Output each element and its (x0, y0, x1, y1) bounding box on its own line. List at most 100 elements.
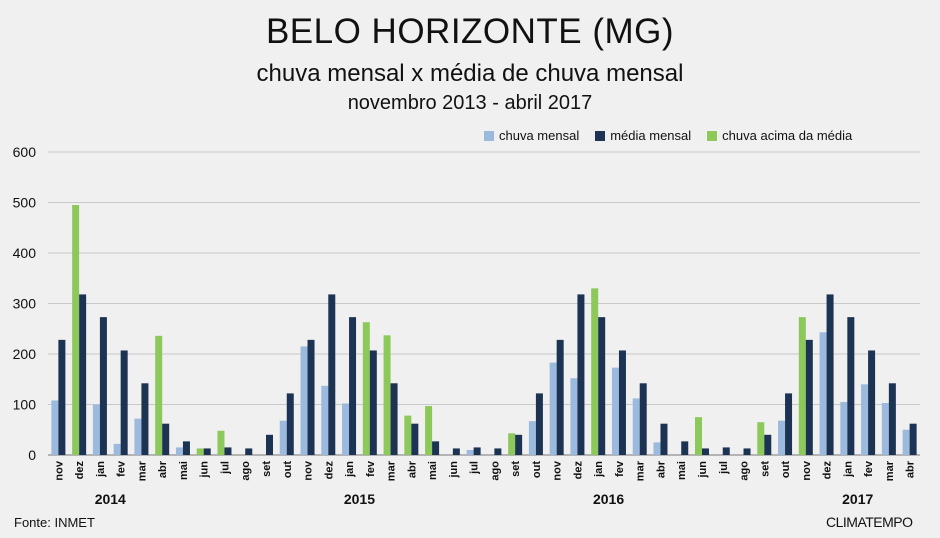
bar-chuva-acima (383, 335, 391, 455)
legend-swatch-chuva-acima (707, 130, 718, 141)
x-tick-label: nov (801, 460, 813, 480)
legend-swatch-media-mensal (595, 130, 606, 141)
bar-chuva-mensal (861, 384, 869, 455)
x-tick-label: dez (572, 461, 584, 480)
bar-media-mensal (535, 393, 543, 455)
x-tick-label: out (531, 461, 543, 478)
bar-chuva-acima (591, 288, 599, 455)
bar-media-mensal (743, 448, 751, 455)
bar-chuva-mensal (840, 401, 848, 455)
bar-chuva-acima (695, 417, 702, 455)
x-tick-label: jun (199, 461, 211, 479)
legend-swatch-chuva-mensal (484, 130, 494, 141)
year-label: 2017 (842, 491, 873, 507)
year-label: 2015 (344, 491, 375, 507)
chart-subtitle: chuva mensal x média de chuva mensal (256, 60, 684, 87)
bar-media-mensal (245, 448, 253, 455)
bar-chuva-mensal (653, 442, 661, 455)
bar-chuva-mensal (279, 420, 287, 455)
x-tick-label: fev (863, 460, 875, 477)
x-tick-label: abr (157, 460, 169, 478)
bar-chuva-mensal (902, 429, 910, 455)
bar-media-mensal (556, 339, 564, 455)
x-tick-label: mar (386, 460, 398, 481)
bar-media-mensal (494, 448, 502, 455)
bar-chuva-acima (508, 433, 516, 455)
x-tick-label: abr (655, 460, 667, 478)
bar-chuva-mensal (113, 443, 121, 455)
x-tick-label: dez (822, 461, 834, 480)
bar-media-mensal (660, 423, 668, 455)
bar-media-mensal (203, 448, 211, 455)
legend-label-chuva-mensal: chuva mensal (499, 128, 580, 143)
x-tick-label: out (780, 461, 792, 478)
bar-media-mensal (577, 294, 585, 455)
chart-period: novembro 2013 - abril 2017 (347, 92, 593, 114)
bar-chuva-acima (404, 415, 412, 455)
y-tick-label: 500 (13, 195, 37, 211)
x-tick-label: jan (344, 461, 356, 478)
bar-media-mensal (224, 447, 232, 455)
bar-media-mensal (868, 350, 876, 455)
x-tick-label: jun (448, 461, 460, 479)
x-tick-label: mar (884, 460, 896, 481)
x-tick-label: fev (116, 460, 128, 477)
x-tick-label: nov (552, 460, 564, 480)
bar-chuva-mensal (881, 402, 889, 455)
x-tick-label: fev (614, 460, 626, 477)
bar-chuva-acima (217, 430, 225, 455)
bar-chuva-mensal (466, 449, 474, 455)
bar-chuva-mensal (321, 385, 329, 455)
x-tick-label: dez (74, 461, 86, 480)
bar-chuva-acima (72, 205, 80, 455)
year-label: 2016 (593, 491, 624, 507)
bar-media-mensal (826, 294, 834, 455)
x-tick-label: ago (489, 461, 501, 481)
bar-media-mensal (349, 317, 357, 455)
x-tick-label: mai (676, 461, 688, 480)
bar-media-mensal (702, 448, 709, 455)
bar-chuva-mensal (175, 447, 183, 455)
x-tick-label: abr (905, 460, 917, 478)
bar-media-mensal (764, 434, 772, 455)
bar-chuva-acima (798, 317, 806, 455)
year-label: 2014 (95, 491, 126, 507)
x-tick-label: out (282, 461, 294, 478)
bar-media-mensal (58, 339, 66, 455)
bar-media-mensal (805, 339, 813, 455)
x-tick-label: jul (469, 461, 481, 475)
bar-chuva-acima (425, 406, 433, 455)
bar-media-mensal (785, 393, 793, 455)
bar-media-mensal (99, 317, 107, 455)
bar-chuva-acima (196, 448, 204, 455)
legend-label-media-mensal: média mensal (610, 128, 692, 143)
bar-media-mensal (888, 383, 896, 455)
bar-media-mensal (79, 294, 87, 455)
x-tick-label: mar (136, 460, 148, 481)
bar-media-mensal (369, 350, 377, 455)
x-tick-label: jul (219, 461, 231, 475)
y-tick-label: 600 (13, 144, 37, 160)
brand-logo: CLIMATEMPO (826, 514, 913, 530)
bar-media-mensal (307, 339, 315, 455)
bar-media-mensal (141, 383, 149, 455)
bar-media-mensal (639, 383, 647, 455)
bar-media-mensal (411, 423, 419, 455)
bar-media-mensal (722, 447, 730, 455)
x-tick-label: jul (718, 461, 730, 475)
bar-media-mensal (847, 317, 855, 455)
bar-chuva-acima (362, 322, 370, 455)
legend-item-chuva-mensal: chuva mensal (484, 128, 579, 143)
x-tick-label: mai (178, 461, 190, 480)
bar-chuva-mensal (528, 421, 536, 455)
x-tick-label: ago (240, 461, 252, 481)
x-tick-label: set (759, 461, 771, 477)
bar-media-mensal (162, 423, 170, 455)
bar-media-mensal (909, 423, 917, 455)
bar-chuva-mensal (300, 346, 308, 455)
bar-chuva-mensal (570, 378, 578, 455)
y-tick-label: 400 (13, 245, 37, 261)
bar-chuva-mensal (611, 367, 619, 455)
y-tick-label: 300 (13, 296, 37, 312)
